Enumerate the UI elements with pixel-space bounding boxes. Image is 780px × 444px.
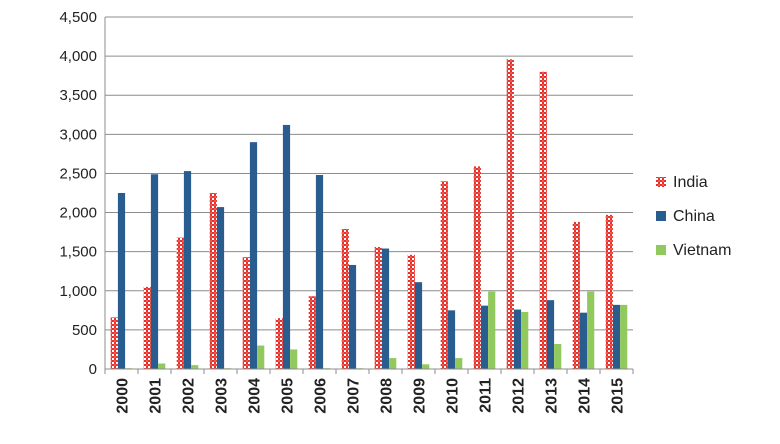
- x-tick-label: 2014: [577, 378, 594, 414]
- bar-china-2011: [480, 305, 489, 369]
- bar-india-2003: [209, 193, 217, 369]
- x-tick-label: 2004: [247, 378, 264, 414]
- bar-china-2008: [381, 248, 390, 369]
- bar-india-2006: [308, 296, 316, 369]
- x-tick-label: 2005: [280, 378, 297, 414]
- bar-china-2007: [348, 264, 357, 369]
- x-tick-label: 2011: [478, 378, 495, 413]
- bar-vietnam-2011: [488, 291, 496, 369]
- bar-vietnam-2013: [554, 343, 562, 369]
- bar-vietnam-2008: [389, 358, 397, 369]
- bar-india-2005: [275, 318, 283, 369]
- y-axis: 0 500 1,000 1,500 2,000 2,500 3,000 3,500 4,000 4…: [59, 9, 106, 378]
- bar-india-2014: [572, 221, 580, 369]
- x-tick-label: 2003: [214, 378, 231, 414]
- y-tick-label: 0: [89, 361, 97, 378]
- bar-vietnam-2005: [290, 349, 298, 369]
- legend: India China Vietnam: [656, 174, 731, 259]
- x-axis: 2000 2001 2002 2003 2004 2005 2006 2007 2008 2009…: [104, 368, 634, 414]
- bar-india-2009: [407, 254, 415, 369]
- y-tick-label: 4,500: [59, 9, 97, 26]
- gridlines: [105, 16, 633, 370]
- bar-china-2004: [249, 142, 258, 369]
- y-tick-label: 4,000: [59, 48, 97, 65]
- bar-vietnam-2010: [455, 358, 463, 369]
- x-tick-label: 2010: [445, 378, 462, 414]
- y-tick-label: 3,000: [59, 126, 97, 143]
- x-tick-label: 2000: [115, 378, 132, 414]
- bar-india-2000: [110, 317, 118, 369]
- bar-india-2002: [176, 237, 184, 369]
- bar-india-2008: [374, 246, 382, 369]
- bar-china-2013: [546, 300, 555, 369]
- x-tick-label: 2007: [346, 378, 363, 414]
- y-tick-label: 500: [72, 322, 97, 339]
- bar-china-2010: [447, 310, 456, 369]
- bar-india-2013: [539, 71, 547, 369]
- legend-label-vietnam: Vietnam: [673, 242, 731, 259]
- y-tick-label: 2,000: [59, 205, 97, 222]
- bar-china-2001: [150, 174, 159, 369]
- bar-vietnam-2014: [587, 291, 595, 369]
- legend-label-india: India: [673, 174, 708, 191]
- legend-label-china: China: [673, 208, 715, 225]
- x-tick-label: 2002: [181, 378, 198, 414]
- x-tick-label: 2015: [610, 378, 627, 414]
- bar-india-2010: [440, 181, 448, 369]
- bars: [110, 59, 628, 370]
- bar-india-2007: [341, 228, 349, 369]
- bar-vietnam-2015: [620, 304, 628, 369]
- bar-vietnam-2004: [257, 345, 265, 369]
- bar-india-2012: [506, 59, 514, 370]
- bar-china-2005: [282, 124, 291, 369]
- bar-vietnam-2009: [422, 364, 430, 369]
- bar-vietnam-2002: [191, 365, 199, 369]
- bar-india-2004: [242, 257, 250, 369]
- bar-china-2000: [117, 193, 126, 369]
- y-tick-label: 2,500: [59, 165, 97, 182]
- bar-china-2012: [513, 309, 522, 369]
- bar-china-2002: [183, 171, 192, 369]
- bar-india-2011: [473, 166, 481, 369]
- y-tick-label: 1,000: [59, 283, 97, 300]
- y-tick-label: 1,500: [59, 244, 97, 261]
- x-tick-label: 2009: [412, 378, 429, 414]
- bar-china-2006: [315, 175, 324, 369]
- legend-swatch-vietnam: [656, 245, 666, 255]
- x-tick-label: 2008: [379, 378, 396, 414]
- legend-swatch-china: [656, 211, 666, 221]
- bar-china-2015: [612, 304, 621, 369]
- x-tick-label: 2006: [313, 378, 330, 414]
- legend-swatch-india: [656, 177, 666, 187]
- bar-china-2014: [579, 312, 588, 369]
- bar-china-2009: [414, 282, 423, 369]
- x-tick-label: 2013: [544, 378, 561, 414]
- x-tick-label: 2001: [148, 378, 165, 414]
- bar-vietnam-2012: [521, 311, 529, 369]
- y-tick-label: 3,500: [59, 87, 97, 104]
- bar-india-2001: [143, 286, 151, 369]
- bar-india-2015: [605, 214, 613, 369]
- bar-china-2003: [216, 207, 225, 369]
- bar-vietnam-2001: [158, 363, 166, 369]
- x-tick-label: 2012: [511, 378, 528, 414]
